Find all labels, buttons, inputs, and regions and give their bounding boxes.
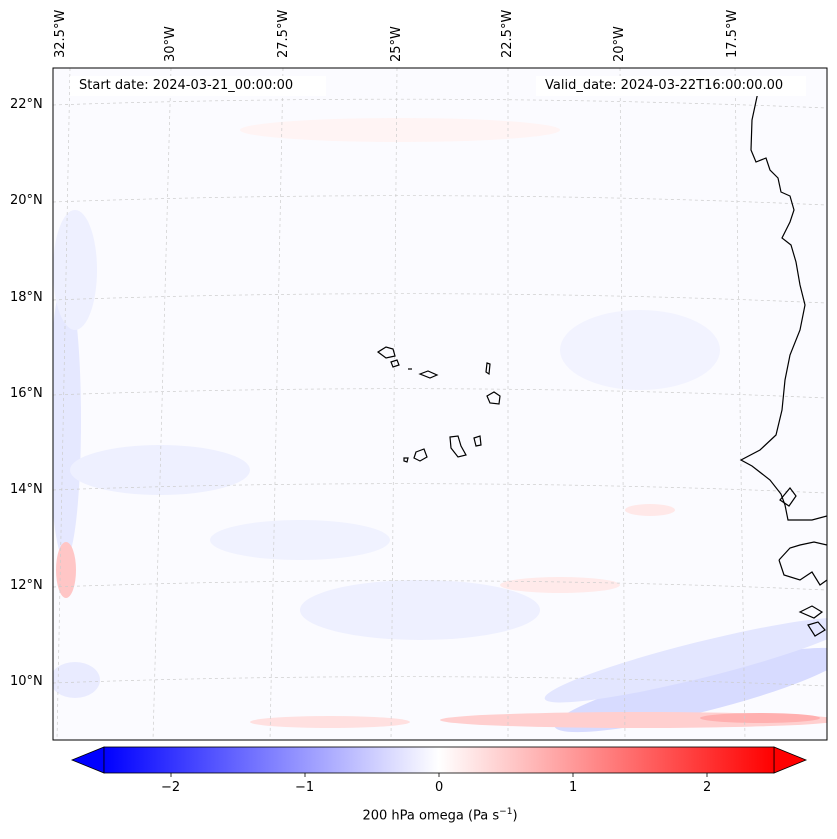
island-boa-vista	[486, 391, 501, 405]
lat-label-16n: 16°N	[10, 386, 43, 401]
map-frame	[52, 67, 828, 741]
lon-label-32-5w: 32.5°W	[53, 9, 68, 58]
colorbar-label: 200 hPa omega (Pa s−1)	[362, 807, 518, 824]
colorbar-ticks	[170, 773, 708, 777]
colorbar-tick-label: −2	[161, 780, 181, 795]
lat-label-18n: 18°N	[10, 290, 43, 305]
lon-label-25w: 25°W	[389, 26, 404, 62]
start-date-label: Start date: 2024-03-21_00:00:00	[79, 78, 294, 93]
lon-label-20w: 20°W	[612, 26, 627, 62]
island-sal	[485, 362, 491, 376]
valid-date-label: Valid_date: 2024-03-22T16:00:00.00	[545, 78, 784, 93]
graticule	[53, 68, 827, 740]
lon-label-22-5w: 22.5°W	[500, 9, 515, 58]
lat-label-10n: 10°N	[10, 674, 43, 689]
colorbar-tick-label: 1	[569, 780, 578, 795]
lat-label-14n: 14°N	[10, 482, 43, 497]
omega-field	[53, 68, 827, 740]
lat-label-12n: 12°N	[10, 578, 43, 593]
island-brava	[403, 457, 409, 463]
colorbar-extend-high	[773, 746, 808, 774]
coastlines	[376, 91, 827, 637]
island-sao-vicente	[390, 359, 400, 368]
colorbar-gradient	[103, 746, 775, 774]
lon-label-30w: 30°W	[163, 26, 178, 62]
lat-label-20n: 20°N	[10, 193, 43, 208]
colorbar-tick-label: 2	[703, 780, 712, 795]
lon-label-17-5w: 17.5°W	[725, 9, 740, 58]
island-santo-antao	[376, 346, 396, 359]
island-sao-nicolau	[418, 370, 439, 379]
colorbar-tick-label: −1	[295, 780, 315, 795]
lat-label-22n: 22°N	[10, 97, 43, 112]
island-fogo	[413, 448, 428, 462]
colorbar-extend-low	[70, 746, 105, 774]
island-santiago	[449, 435, 467, 458]
lon-label-27-5w: 27.5°W	[276, 9, 291, 58]
colorbar-tick-label: 0	[435, 780, 444, 795]
colorbar	[70, 746, 808, 777]
island-maio	[473, 435, 482, 447]
